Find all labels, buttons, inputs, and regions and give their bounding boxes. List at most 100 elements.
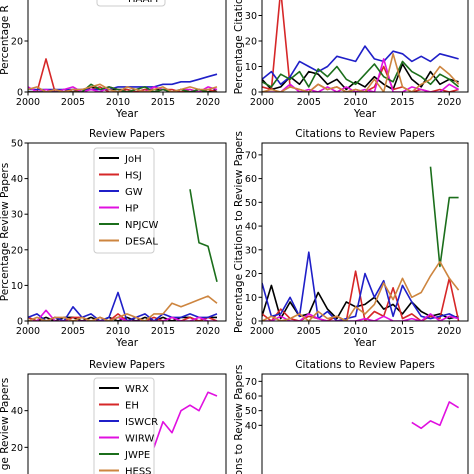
- panel-bottom-right: 40 50 60 70 Citations to Review Papers tions …: [233, 359, 469, 474]
- x-tick-label: 2010: [106, 97, 130, 108]
- x-tick-label: 2005: [297, 97, 321, 108]
- chart-title: Citations to Review Papers: [295, 359, 435, 371]
- y-tick-label: 0: [251, 317, 257, 328]
- y-axis-label: tions to Review Papers: [233, 365, 245, 474]
- legend-label-hp: HP: [125, 204, 139, 215]
- y-tick-label: 50: [245, 406, 257, 417]
- legend-label-hsj: HSJ: [125, 171, 142, 182]
- series-line-wirw: [411, 401, 460, 430]
- x-axis-label: Year: [353, 108, 377, 120]
- y-axis-label: Percentage Review Papers: [0, 163, 11, 301]
- y-tick-label: 10: [245, 62, 257, 73]
- y-tick-label: 40: [245, 421, 257, 432]
- y-tick-label: 20: [11, 37, 23, 48]
- x-axis-label: Year: [115, 108, 139, 120]
- x-tick-label: 2000: [250, 326, 274, 337]
- series-group: [28, 189, 218, 321]
- y-tick-label: 30: [245, 245, 257, 256]
- y-tick-label: 10: [11, 281, 23, 292]
- y-tick-label: 20: [245, 37, 257, 48]
- x-tick-label: 2020: [196, 326, 220, 337]
- y-tick-label: 40: [11, 174, 23, 185]
- series-line-hp: [262, 313, 459, 321]
- legend: WRX EH ISWCR WIRW JWPE HESS: [93, 377, 158, 474]
- axes-frame: [261, 373, 469, 474]
- x-tick-label: 2015: [390, 97, 414, 108]
- y-tick-label: 10: [245, 293, 257, 304]
- series-line-gw: [28, 291, 218, 321]
- panel-middle-left: 2000 2005 2010 2015 2020 0 10 20 30 40 50 Review Pa…: [0, 128, 227, 349]
- panel-middle-right: 2000 2005 2010 2015 2020 0 10 20 30 40 50 60 70 Citat…: [233, 128, 469, 349]
- y-tick-label: 70: [245, 377, 257, 388]
- y-tick-label: 70: [245, 150, 257, 161]
- y-tick-label: 30: [11, 210, 23, 221]
- legend-label-gw: GW: [125, 187, 143, 198]
- series-group: [262, 166, 460, 321]
- legend-label-hess: HESS: [125, 467, 152, 474]
- y-axis-label: Percentage Citations to Review Papers: [233, 131, 245, 333]
- series-line-gw: [262, 45, 459, 86]
- series-group: [28, 58, 218, 92]
- x-tick-label: 2000: [16, 326, 40, 337]
- y-tick-label: 30: [245, 11, 257, 22]
- x-tick-label: 2010: [106, 326, 130, 337]
- series-line-npjcw: [262, 60, 460, 88]
- y-axis-label: Percentage R: [0, 5, 11, 75]
- x-tick-label: 2005: [61, 97, 85, 108]
- x-tick-label: 2005: [61, 326, 85, 337]
- panel-top-right: 2000 2005 2010 2015 2020 0 10 20 30 Year Percentag…: [233, 0, 469, 120]
- axes-frame: [261, 142, 469, 322]
- x-tick-label: 2015: [151, 97, 175, 108]
- series-line-wirw: [144, 391, 218, 449]
- panel-bottom-left: 20 40 Review Papers ge Review Papers WRX EH IS…: [0, 359, 227, 474]
- series-line-gw: [28, 73, 218, 91]
- series-line-desal: [28, 83, 218, 92]
- x-tick-label: 2000: [250, 97, 274, 108]
- series-line-joh: [262, 63, 459, 91]
- y-tick-label: 20: [11, 245, 23, 256]
- legend-label-haafi: HAAFI: [128, 0, 158, 5]
- x-tick-label: 2020: [437, 97, 461, 108]
- axes-frame: [27, 142, 227, 322]
- x-axis-label: Year: [353, 337, 377, 349]
- legend-box: [93, 377, 155, 474]
- legend-label-jwpe: JWPE: [124, 450, 150, 461]
- y-tick-label: 0: [17, 88, 23, 99]
- y-tick-label: 60: [245, 174, 257, 185]
- legend: HAAFI: [96, 0, 166, 7]
- chart-title: Review Papers: [89, 359, 165, 371]
- x-tick-label: 2000: [16, 97, 40, 108]
- x-tick-label: 2015: [151, 326, 175, 337]
- x-tick-label: 2020: [437, 326, 461, 337]
- y-axis-label: Percentage Citations: [233, 0, 245, 94]
- chart-title: Review Papers: [89, 128, 165, 140]
- series-line-joh: [262, 284, 459, 320]
- legend-label-npjcw: NPJCW: [125, 220, 158, 231]
- x-tick-label: 2020: [196, 97, 220, 108]
- series-line-desal: [262, 260, 460, 321]
- y-tick-label: 60: [245, 392, 257, 403]
- legend-label-iswcr: ISWCR: [125, 417, 158, 428]
- legend: JoH HSJ GW HP NPJCW DESAL: [93, 147, 158, 254]
- y-tick-label: 0: [17, 317, 23, 328]
- y-tick-label: 0: [251, 88, 257, 99]
- y-tick-label: 40: [245, 222, 257, 233]
- legend-label-joh: JoH: [124, 154, 142, 165]
- series-line-desal: [28, 295, 218, 321]
- axes-frame: [27, 373, 227, 474]
- x-tick-label: 2015: [390, 326, 414, 337]
- series-group: [144, 391, 218, 449]
- axes-frame: [27, 0, 227, 93]
- series-line-npjcw: [429, 166, 459, 268]
- y-tick-label: 50: [245, 198, 257, 209]
- series-line-npjcw: [189, 189, 218, 282]
- y-tick-label: 50: [11, 139, 23, 150]
- y-tick-label: 20: [11, 443, 23, 454]
- series-line-npjcw: [28, 83, 217, 92]
- series-line-hp: [28, 309, 217, 321]
- legend-label-wirw: WIRW: [125, 434, 154, 445]
- legend-box: [96, 0, 166, 7]
- legend-label-wrx: WRX: [125, 384, 149, 395]
- x-tick-label: 2010: [344, 97, 368, 108]
